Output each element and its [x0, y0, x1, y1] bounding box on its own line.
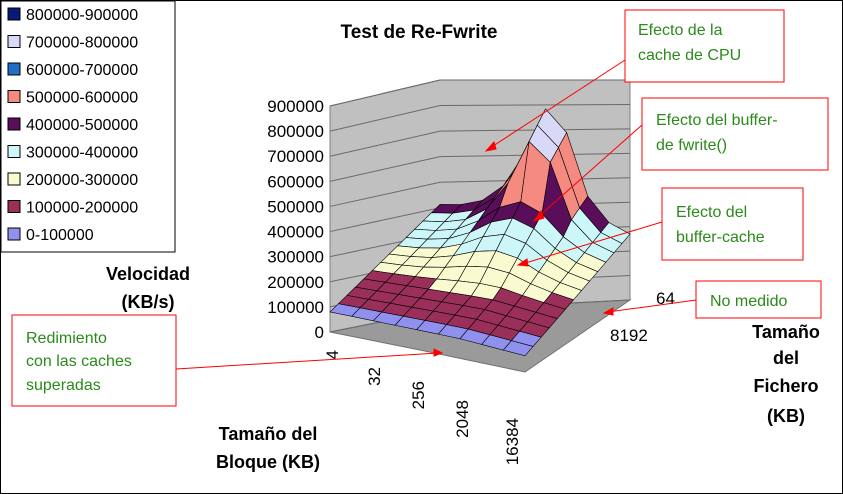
- x-tick-label-0: 4: [323, 350, 342, 359]
- surface-cell: [502, 340, 534, 357]
- z-tick-label-8: 100000: [267, 298, 324, 317]
- svg-text:Redimiento: Redimiento: [26, 330, 107, 347]
- x-axis-ticks: 4 32 256 2048 16384: [323, 350, 522, 465]
- legend-box: [0, 0, 176, 253]
- svg-text:cache de CPU: cache de CPU: [638, 47, 741, 64]
- annotation-caches-exceeded: Redimiento con las caches superadas: [11, 314, 177, 407]
- gridline-2: [329, 128, 631, 157]
- y-axis-title-line2: del: [773, 348, 799, 368]
- z-tick-label-2: 700000: [267, 147, 324, 166]
- x-tick-label-1: 32: [365, 367, 384, 386]
- legend-label-0: 800000-900000: [26, 7, 138, 24]
- legend-swatch-3: [7, 90, 21, 103]
- legend-label-6: 200000-300000: [26, 172, 138, 189]
- z-tick-label-0: 900000: [267, 97, 324, 116]
- legend-swatch-0: [7, 7, 21, 21]
- annotation-arrows: [175, 59, 697, 370]
- gridline-1: [329, 103, 631, 132]
- y-tick-label-1: 8192: [610, 326, 648, 345]
- z-tick-label-6: 300000: [267, 248, 324, 267]
- legend-label-2: 600000-700000: [26, 62, 138, 79]
- annotation-cpu-cache: Efecto de la cache de CPU: [624, 9, 785, 83]
- svg-text:Efecto de la: Efecto de la: [638, 22, 723, 39]
- legend-swatch-2: [7, 62, 21, 76]
- y-axis-title-line1: Tamaño: [752, 322, 820, 342]
- svg-text:superadas: superadas: [26, 377, 101, 394]
- annotation-fwrite-buffer: Efecto del buffer- de fwrite(): [641, 97, 829, 171]
- z-axis-ticks: 900000 800000 700000 600000 500000 400000 3000…: [267, 97, 324, 342]
- legend-swatch-6: [7, 172, 21, 186]
- surface-plot: [329, 108, 631, 357]
- legend-label-8: 0-100000: [26, 227, 94, 244]
- svg-text:Efecto del buffer-: Efecto del buffer-: [656, 112, 778, 129]
- legend-swatch-4: [7, 117, 21, 131]
- z-tick-label-1: 800000: [267, 122, 324, 141]
- legend-label-3: 500000-600000: [26, 90, 138, 107]
- gridline-0: [329, 79, 630, 107]
- svg-text:de fwrite(): de fwrite(): [656, 137, 727, 154]
- x-tick-label-4: 16384: [503, 418, 522, 465]
- z-axis-title-line2: (KB/s): [122, 292, 175, 312]
- annotation-buffer-cache: Efecto del buffer-cache: [661, 187, 804, 261]
- z-tick-label-3: 600000: [267, 172, 324, 191]
- svg-text:buffer-cache: buffer-cache: [676, 229, 765, 246]
- legend-swatch-8: [7, 227, 21, 241]
- z-tick-label-9: 0: [315, 323, 324, 342]
- legend-swatch-7: [7, 200, 21, 213]
- svg-text:con las caches: con las caches: [26, 353, 132, 370]
- x-tick-label-3: 2048: [453, 400, 472, 438]
- y-axis-title-line4: (KB): [767, 406, 805, 426]
- z-tick-label-5: 400000: [267, 223, 324, 242]
- legend-label-7: 100000-200000: [26, 200, 138, 217]
- y-axis-title-line3: Fichero: [753, 376, 818, 396]
- z-tick-label-4: 500000: [267, 197, 324, 216]
- annotation-not-measured: No medido: [695, 280, 822, 319]
- legend-swatch-5: [7, 145, 21, 158]
- legend-swatch-1: [7, 35, 21, 48]
- legend-label-1: 700000-800000: [26, 35, 138, 52]
- x-axis-title-line2: Bloque (KB): [216, 452, 320, 472]
- z-tick-label-7: 200000: [267, 273, 324, 292]
- z-axis-title-line1: Velocidad: [106, 264, 190, 284]
- svg-text:Efecto del: Efecto del: [676, 204, 747, 221]
- x-axis-title-line1: Tamaño del: [219, 424, 318, 444]
- x-tick-label-2: 256: [409, 381, 428, 409]
- chart-title: Test de Re-Fwrite: [341, 22, 498, 43]
- legend-label-4: 400000-500000: [26, 117, 138, 134]
- svg-text:No medido: No medido: [710, 293, 787, 310]
- legend-label-5: 300000-400000: [26, 145, 138, 162]
